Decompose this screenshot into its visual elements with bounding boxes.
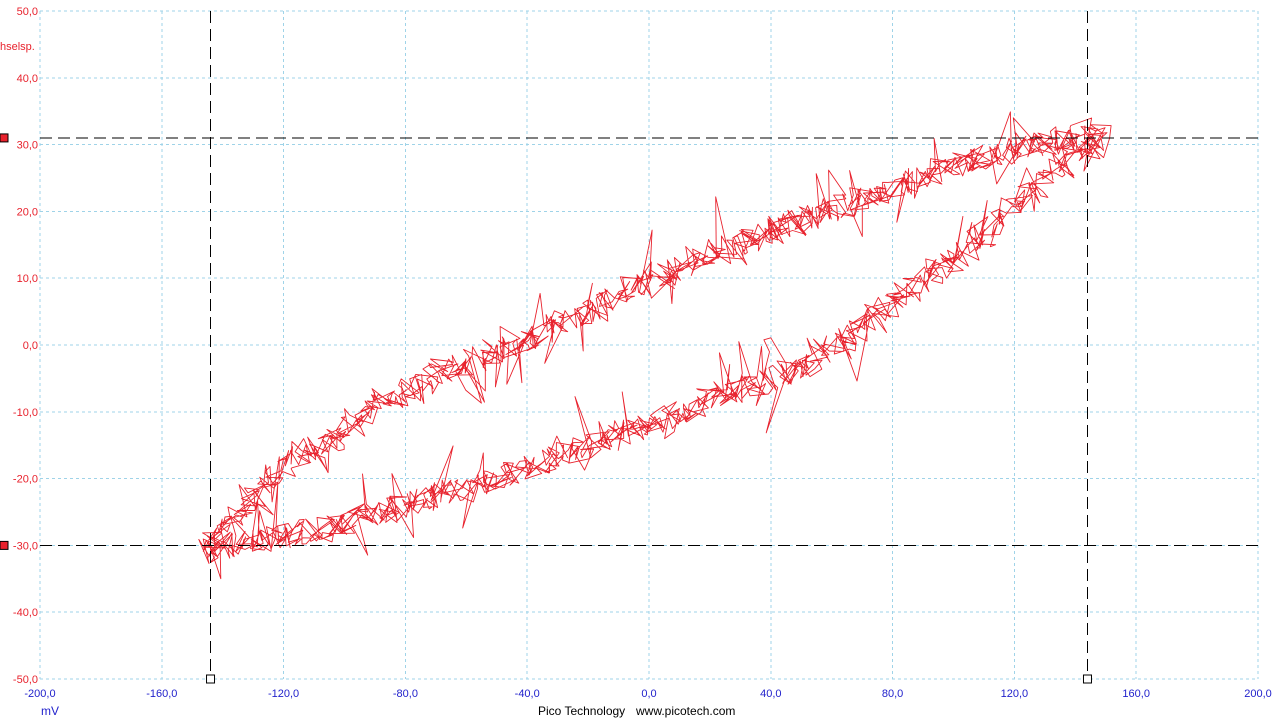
y-tick-label: 20,0: [17, 206, 38, 218]
y-tick-label: 40,0: [17, 73, 38, 85]
footer-url: www.picotech.com: [636, 704, 736, 718]
x-tick-label: 80,0: [882, 688, 903, 700]
y-tick-label: -10,0: [13, 407, 38, 419]
x-tick-label: -40,0: [515, 688, 540, 700]
y-tick-label: 30,0: [17, 140, 38, 152]
y-tick-label: -50,0: [13, 674, 38, 686]
horizontal-cursor-handle[interactable]: [0, 540, 9, 550]
x-tick-label: -80,0: [393, 688, 418, 700]
x-axis-tick-labels: -200,0 -160,0 -120,0 -80,0 -40,0 0,0 40,0 80,0 1…: [24, 688, 1271, 700]
y-axis-label: hselsp.: [0, 41, 35, 53]
x-tick-label: -160,0: [146, 688, 177, 700]
x-tick-label: 120,0: [1001, 688, 1029, 700]
y-tick-label: -20,0: [13, 474, 38, 486]
x-tick-label: -200,0: [24, 688, 55, 700]
grid-lines: [39, 10, 1259, 680]
x-axis-unit-label: mV: [41, 704, 59, 718]
measurement-cursors[interactable]: [0, 11, 1258, 684]
footer-brand: Pico Technology: [538, 704, 626, 718]
signal-trace: [198, 111, 1112, 580]
trace-line: [198, 111, 1112, 580]
y-tick-label: -40,0: [13, 607, 38, 619]
vertical-cursor-handle[interactable]: [1082, 674, 1092, 684]
y-tick-label: -30,0: [13, 540, 38, 552]
x-tick-label: -120,0: [268, 688, 299, 700]
y-tick-label: 50,0: [17, 6, 38, 18]
y-tick-label: 0,0: [23, 340, 38, 352]
footer: mV Pico Technology www.picotech.com: [0, 704, 1280, 720]
y-axis-tick-labels: 50,0 40,0 30,0 20,0 10,0 0,0 -10,0 -20,0 -30,0 -4…: [13, 6, 38, 686]
x-tick-label: 40,0: [760, 688, 781, 700]
x-tick-label: 0,0: [641, 688, 656, 700]
x-tick-label: 200,0: [1244, 688, 1272, 700]
horizontal-cursor-handle[interactable]: [0, 133, 9, 143]
vertical-cursor-handle[interactable]: [206, 674, 216, 684]
x-tick-label: 160,0: [1122, 688, 1150, 700]
y-tick-label: 10,0: [17, 273, 38, 285]
